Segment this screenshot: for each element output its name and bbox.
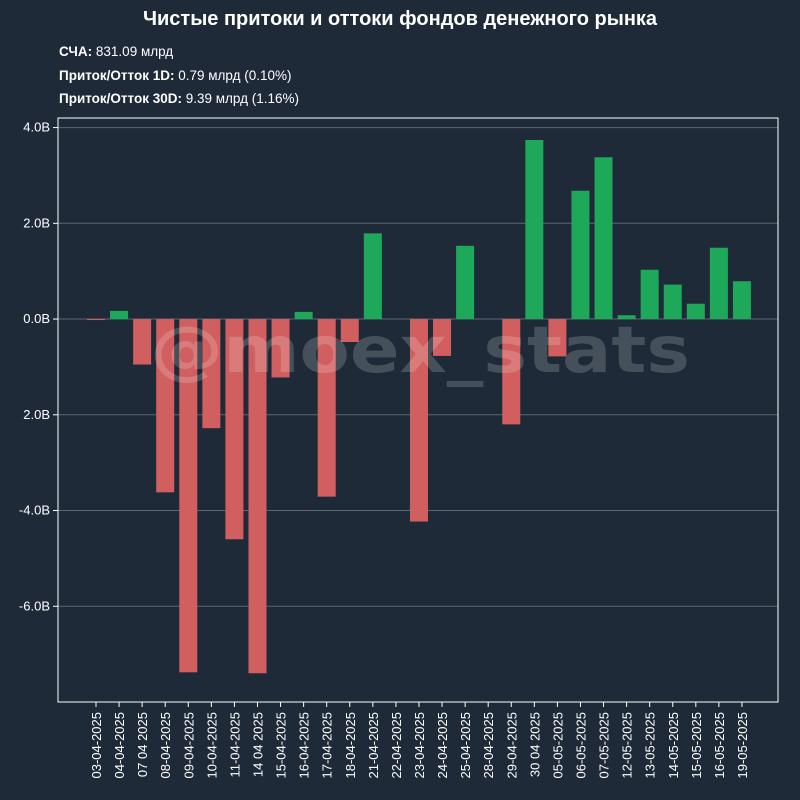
x-tick-label: 15-05-2025 bbox=[689, 712, 704, 779]
bar-06-05-2025 bbox=[571, 190, 590, 320]
y-axis-ticks: 4.0B 2.0B 0.0B 2.0B -4.0B -6.0B bbox=[19, 120, 58, 613]
nav-line: СЧА: 831.09 млрд bbox=[59, 44, 173, 59]
bar-03-04-2025 bbox=[87, 319, 105, 321]
bar-19-05-2025 bbox=[732, 281, 751, 320]
watermark-text: @moex_stats bbox=[150, 314, 690, 388]
x-tick-label: 13-05-2025 bbox=[643, 712, 658, 779]
bar-30 04 2025 bbox=[525, 140, 544, 320]
flow-1d-line: Приток/Отток 1D: 0.79 млрд (0.10%) bbox=[59, 68, 292, 83]
flow-30d-value: 9.39 млрд (1.16%) bbox=[182, 91, 300, 106]
bar-11-04-2025 bbox=[225, 319, 244, 540]
bar-15-05-2025 bbox=[686, 303, 705, 320]
y-tick-label: 0.0B bbox=[23, 311, 50, 326]
bar-16-04-2025 bbox=[294, 311, 313, 320]
x-tick-label: 23-04-2025 bbox=[412, 712, 427, 779]
bar-12-05-2025 bbox=[617, 315, 636, 320]
x-tick-label: 18-04-2025 bbox=[343, 712, 358, 779]
bar-15-04-2025 bbox=[271, 319, 290, 378]
bar-18-04-2025 bbox=[340, 319, 359, 343]
x-tick-label: 04-04-2025 bbox=[112, 712, 127, 779]
x-tick-label: 30 04 2025 bbox=[527, 712, 542, 777]
nav-label: СЧА: bbox=[59, 44, 93, 59]
bar-07-05-2025 bbox=[594, 157, 613, 320]
bar-24-04-2025 bbox=[433, 319, 452, 356]
x-tick-label: 16-05-2025 bbox=[712, 712, 727, 779]
bar-09-04-2025 bbox=[179, 319, 198, 673]
x-tick-label: 15-04-2025 bbox=[274, 712, 289, 779]
x-tick-label: 06-05-2025 bbox=[573, 712, 588, 779]
plot-frame bbox=[57, 117, 779, 703]
x-tick-label: 24-04-2025 bbox=[435, 712, 450, 779]
x-tick-label: 21-04-2025 bbox=[366, 712, 381, 779]
x-tick-label: 12-05-2025 bbox=[620, 712, 635, 779]
bar-04-04-2025 bbox=[110, 310, 129, 320]
x-tick-label: 07 04 2025 bbox=[135, 712, 150, 777]
bar-10-04-2025 bbox=[202, 319, 221, 429]
bar-08-04-2025 bbox=[156, 319, 175, 493]
bar-16-05-2025 bbox=[709, 247, 728, 320]
y-tick-label: -4.0B bbox=[19, 503, 50, 518]
bar-17-04-2025 bbox=[317, 319, 336, 497]
chart-title: Чистые притоки и оттоки фондов денежного… bbox=[142, 8, 658, 30]
nav-value: 831.09 млрд bbox=[92, 44, 174, 59]
x-tick-label: 29-04-2025 bbox=[504, 712, 519, 779]
y-tick-label: 2.0B bbox=[23, 215, 50, 230]
x-tick-label: 14-05-2025 bbox=[666, 712, 681, 779]
x-tick-label: 14 04 2025 bbox=[250, 712, 265, 777]
y-tick-label: -6.0B bbox=[19, 598, 50, 613]
x-tick-label: 16-04-2025 bbox=[297, 712, 312, 779]
x-tick-label: 08-04-2025 bbox=[158, 712, 173, 779]
x-tick-label: 09-04-2025 bbox=[181, 712, 196, 779]
bar-25-04-2025 bbox=[456, 245, 475, 320]
flow-30d-line: Приток/Отток 30D: 9.39 млрд (1.16%) bbox=[59, 91, 299, 106]
flow-1d-value: 0.79 млрд (0.10%) bbox=[174, 68, 292, 83]
bar-05-05-2025 bbox=[548, 319, 567, 357]
bar-13-05-2025 bbox=[640, 269, 659, 320]
flow-30d-label: Приток/Отток 30D: bbox=[59, 91, 182, 106]
x-axis-ticks: 03-04-2025 04-04-2025 07 04 2025 08-04-2025… bbox=[89, 702, 750, 779]
x-tick-label: 17-04-2025 bbox=[320, 712, 335, 779]
x-tick-label: 25-04-2025 bbox=[458, 712, 473, 779]
bar-21-04-2025 bbox=[363, 233, 382, 320]
bar-07 04 2025 bbox=[133, 319, 152, 365]
x-tick-label: 28-04-2025 bbox=[481, 712, 496, 779]
x-tick-label: 03-04-2025 bbox=[89, 712, 104, 779]
bar-23-04-2025 bbox=[409, 319, 428, 522]
bar-14-05-2025 bbox=[663, 284, 682, 320]
x-tick-label: 07-05-2025 bbox=[597, 712, 612, 779]
bars bbox=[87, 140, 751, 674]
x-tick-label: 05-05-2025 bbox=[550, 712, 565, 779]
bar-14 04 2025 bbox=[248, 319, 267, 674]
y-tick-label: 4.0B bbox=[23, 120, 50, 135]
x-tick-label: 22-04-2025 bbox=[389, 712, 404, 779]
x-tick-label: 10-04-2025 bbox=[204, 712, 219, 779]
flow-1d-label: Приток/Отток 1D: bbox=[59, 68, 175, 83]
x-tick-label: 19-05-2025 bbox=[735, 712, 750, 779]
y-tick-label: 2.0B bbox=[23, 407, 50, 422]
bar-29-04-2025 bbox=[502, 319, 521, 425]
x-tick-label: 11-04-2025 bbox=[227, 712, 242, 778]
